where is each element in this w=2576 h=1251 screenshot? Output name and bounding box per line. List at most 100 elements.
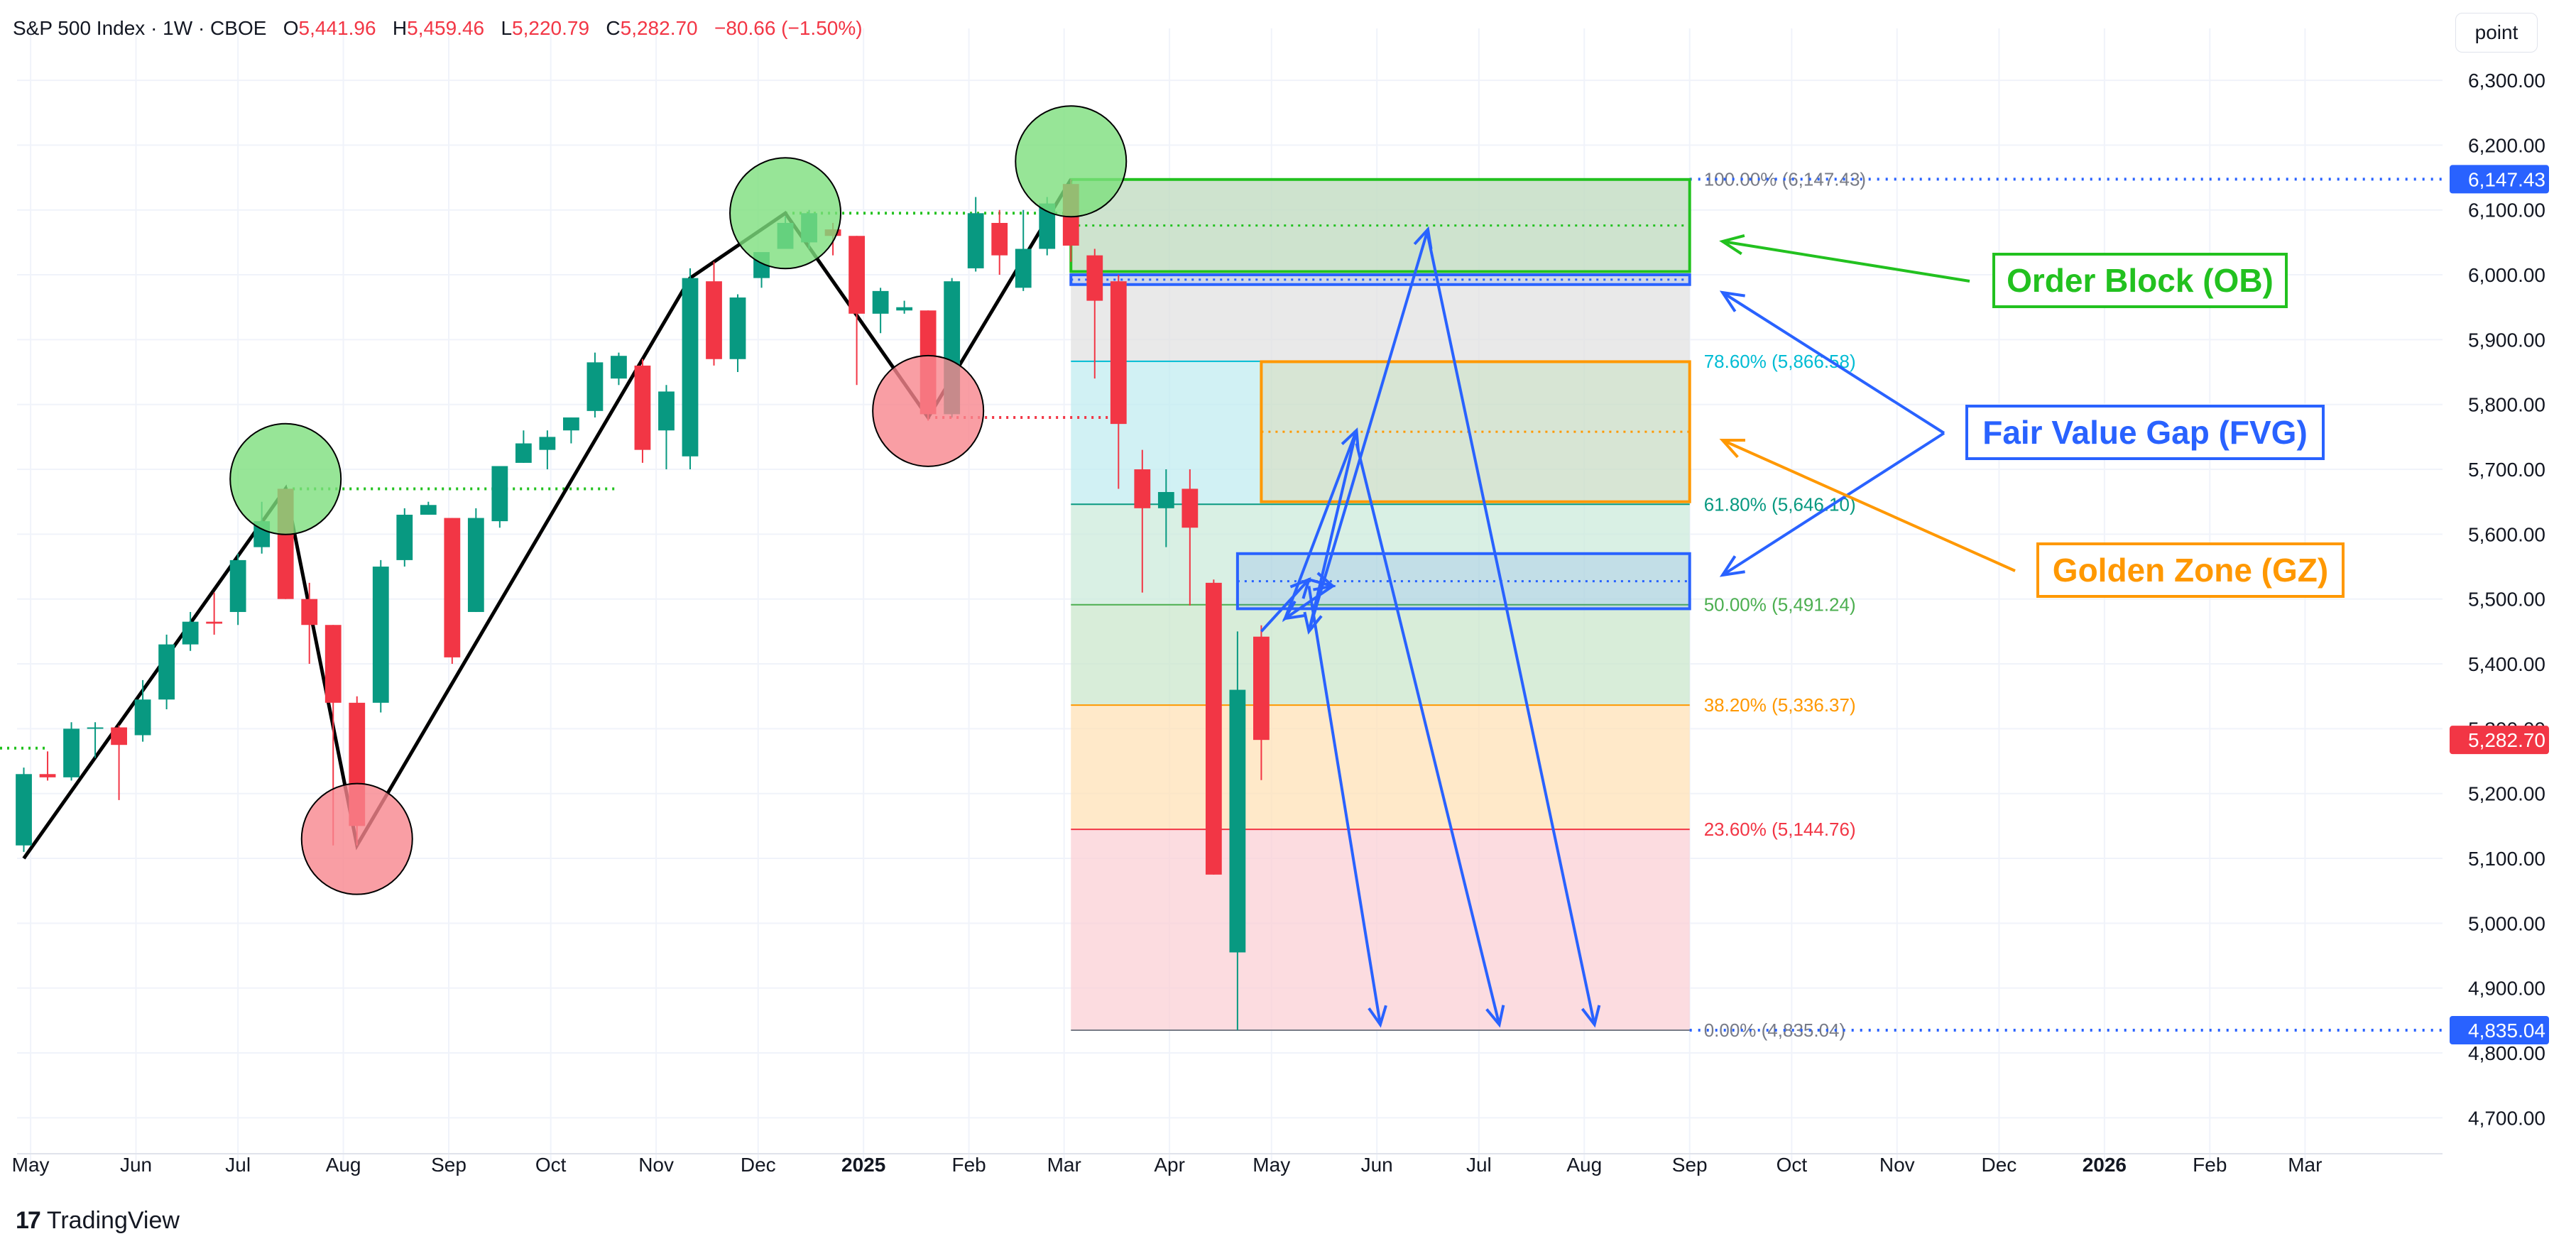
swing-high-circle [1015, 105, 1128, 218]
candle-body [1229, 689, 1246, 953]
candle-body [16, 774, 32, 846]
candle-body [206, 621, 223, 624]
candle[interactable] [1110, 275, 1127, 489]
candle-body [967, 213, 984, 268]
candle[interactable] [467, 508, 484, 612]
candle[interactable] [1253, 625, 1270, 780]
candle-body [87, 727, 104, 729]
annotation-pointer [1722, 240, 1970, 283]
candle[interactable] [682, 268, 699, 470]
price-tick-label: 6,100.00 [2468, 200, 2545, 222]
symbol-title: S&P 500 Index · 1W · CBOE [13, 17, 267, 39]
candle[interactable] [39, 751, 56, 781]
candle-body [563, 417, 579, 431]
price-badge-text: 6,147.43 [2468, 168, 2545, 190]
candle-body [111, 727, 127, 745]
open-value: 5,441.96 [298, 17, 376, 39]
time-tick-label: Jul [225, 1154, 251, 1176]
low-label: L [501, 17, 513, 39]
time-tick-label: Oct [1777, 1154, 1808, 1176]
candle[interactable] [396, 508, 413, 567]
candle[interactable] [1205, 579, 1222, 875]
candle[interactable] [206, 592, 223, 635]
candle[interactable] [563, 417, 579, 444]
candlestick-series[interactable] [16, 179, 1270, 1031]
projection-drop-arrow [1426, 235, 1596, 1025]
candle[interactable] [872, 288, 889, 334]
swing-circles [229, 105, 1128, 895]
projection-drop-arrow [1307, 586, 1382, 1025]
candle[interactable] [182, 611, 199, 651]
annotation-pointer [1722, 439, 2016, 572]
time-tick-label: Apr [1154, 1154, 1185, 1176]
candle-body [729, 297, 746, 359]
tradingview-branding[interactable]: 17 TradingView [16, 1207, 180, 1235]
tradingview-logo-icon: 17 [16, 1207, 41, 1234]
annotation-text: Golden Zone (GZ) [2053, 552, 2328, 589]
candle[interactable] [1181, 469, 1199, 606]
price-unit-button[interactable]: point [2455, 13, 2538, 53]
candle[interactable] [967, 197, 984, 272]
candle[interactable] [111, 725, 127, 800]
candle[interactable] [1229, 631, 1246, 1031]
time-tick-label: Aug [1566, 1154, 1602, 1176]
price-tick-label: 4,900.00 [2468, 978, 2545, 1000]
time-tick-label: Jun [120, 1154, 152, 1176]
candle[interactable] [63, 722, 80, 781]
candle[interactable] [16, 767, 32, 852]
arrow-head [1289, 577, 1311, 599]
fib-level-label: 38.20% (5,336.37) [1704, 694, 1856, 716]
candle[interactable] [229, 553, 246, 626]
annotation-pointer [1721, 432, 1945, 577]
candle[interactable] [1157, 469, 1174, 547]
price-axis[interactable]: 6,300.00 6,200.00 6,100.00 6,000.00 5,900.00… [2450, 70, 2549, 1129]
candle[interactable] [848, 236, 866, 386]
candle[interactable] [1086, 248, 1103, 379]
time-tick-label: Mar [2288, 1154, 2322, 1176]
arrow-head [1282, 600, 1305, 621]
annotation-pointer-head [1719, 438, 1746, 459]
candle[interactable] [301, 582, 318, 665]
price-badge [2450, 726, 2549, 755]
candle[interactable] [1134, 449, 1151, 593]
level-lines [0, 212, 1119, 750]
projection-drop-arrow [1355, 443, 1501, 1025]
candle-body [991, 222, 1008, 256]
candle-body [1015, 248, 1032, 288]
annotation-pointer-head [1719, 234, 1745, 256]
time-axis[interactable]: May Jun Jul Aug Sep Oct Nov Dec 2025 Feb Mar Apr May… [12, 1154, 2323, 1176]
price-badge [2450, 165, 2549, 194]
candle-body [63, 728, 80, 777]
price-tick-label: 5,900.00 [2468, 329, 2545, 351]
price-tick-label: 5,700.00 [2468, 459, 2545, 481]
candle-body [682, 278, 699, 457]
candle[interactable] [372, 559, 389, 713]
fib-band [1071, 361, 1690, 505]
tradingview-logo-text: TradingView [46, 1207, 180, 1234]
annotation-box [1965, 405, 2325, 460]
swing-high-circle [729, 157, 842, 270]
candle[interactable] [420, 501, 437, 515]
price-tick-label: 5,000.00 [2468, 912, 2545, 934]
candle[interactable] [611, 352, 627, 386]
candle[interactable] [586, 352, 604, 417]
candle[interactable] [444, 518, 461, 665]
change-value: −80.66 (−1.50%) [714, 17, 863, 39]
candle[interactable] [539, 430, 556, 470]
candle[interactable] [658, 385, 675, 470]
candle[interactable] [1015, 209, 1032, 291]
candle-body [324, 625, 342, 703]
candle[interactable] [158, 634, 175, 709]
candle[interactable] [134, 679, 151, 742]
candle[interactable] [896, 300, 913, 314]
candle[interactable] [991, 209, 1008, 275]
candle[interactable] [634, 359, 651, 463]
candle[interactable] [706, 261, 722, 366]
candle[interactable] [729, 294, 746, 373]
candle[interactable] [491, 466, 508, 528]
fib-band [1071, 829, 1690, 1031]
candle-body [396, 514, 413, 560]
candle[interactable] [515, 430, 532, 463]
candle[interactable] [87, 722, 104, 758]
